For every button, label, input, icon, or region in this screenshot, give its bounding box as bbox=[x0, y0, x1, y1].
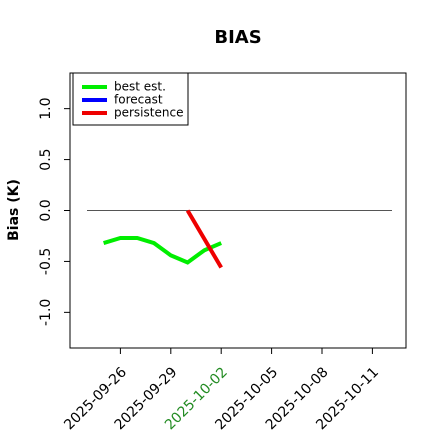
legend-label: persistence bbox=[114, 106, 183, 120]
y-tick-label: -0.5 bbox=[38, 248, 54, 275]
y-tick-label: -1.0 bbox=[38, 299, 54, 326]
legend-label: best est. bbox=[114, 80, 166, 94]
chart-title: BIAS bbox=[214, 27, 261, 48]
series-line bbox=[103, 236, 222, 265]
y-tick-label: 0.5 bbox=[38, 148, 54, 170]
y-tick-label: 0.0 bbox=[38, 199, 54, 221]
series-line bbox=[185, 209, 223, 269]
y-tick-label: 1.0 bbox=[38, 98, 54, 120]
legend-label: forecast bbox=[114, 93, 163, 107]
y-axis-label: Bias (K) bbox=[6, 179, 22, 241]
